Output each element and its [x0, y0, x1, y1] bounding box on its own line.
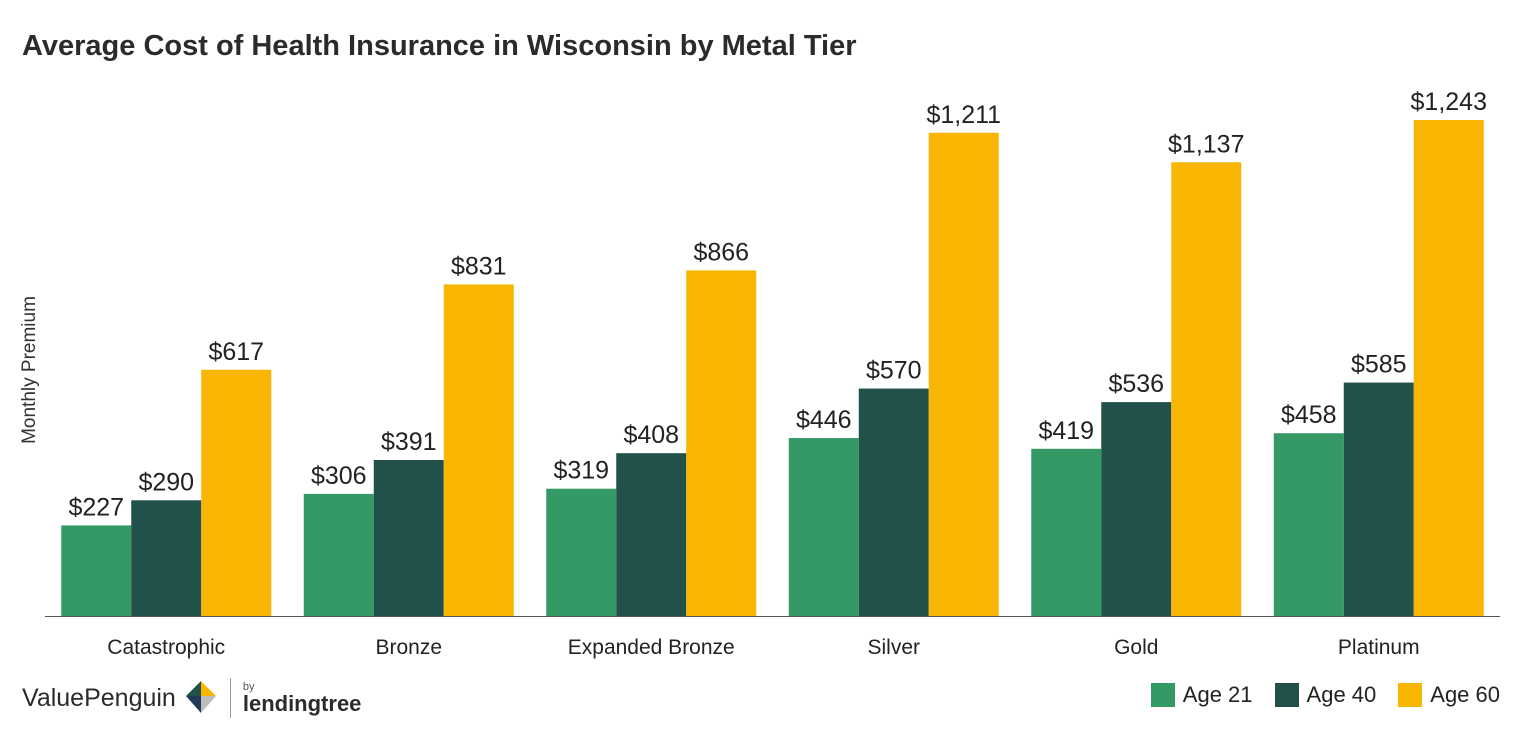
bar-platinum-age-40	[1343, 382, 1414, 616]
data-label-catastrophic-age-60: $617	[208, 338, 264, 366]
legend-item-age-21: Age 21	[1150, 682, 1253, 708]
lendingtree-by-text: by	[242, 680, 255, 693]
data-label-gold-age-40: $536	[1108, 370, 1164, 398]
bar-expanded-bronze-age-21	[546, 488, 617, 616]
x-tick-label-silver: Silver	[867, 636, 920, 659]
bar-silver-age-21	[788, 438, 859, 616]
data-label-expanded-bronze-age-60: $866	[693, 238, 749, 266]
legend-swatch-age-40	[1274, 683, 1299, 707]
x-tick-label-catastrophic: Catastrophic	[107, 636, 225, 659]
data-label-gold-age-60: $1,137	[1168, 130, 1244, 158]
data-label-silver-age-60: $1,211	[926, 101, 1001, 129]
data-label-silver-age-40: $570	[866, 357, 922, 385]
chart-title: Average Cost of Health Insurance in Wisc…	[22, 30, 857, 62]
data-label-platinum-age-40: $585	[1351, 351, 1407, 379]
legend-label-age-40: Age 40	[1306, 682, 1377, 707]
bar-bronze-age-21	[303, 493, 374, 616]
legend-label-age-21: Age 21	[1182, 682, 1253, 707]
brand-logo: ValuePenguin by lendingtree	[22, 678, 361, 718]
legend-label-age-60: Age 60	[1430, 682, 1500, 707]
data-label-expanded-bronze-age-21: $319	[553, 457, 609, 485]
data-label-bronze-age-40: $391	[381, 428, 437, 456]
bar-expanded-bronze-age-60	[686, 270, 757, 616]
data-label-silver-age-21: $446	[796, 406, 852, 434]
bar-expanded-bronze-age-40	[616, 453, 687, 616]
bar-gold-age-21	[1031, 448, 1102, 616]
legend-item-age-40: Age 40	[1274, 682, 1377, 708]
bar-catastrophic-age-60	[201, 369, 272, 616]
legend-swatch-age-21	[1150, 683, 1175, 707]
x-tick-label-expanded-bronze: Expanded Bronze	[568, 636, 735, 659]
bar-platinum-age-21	[1273, 433, 1344, 616]
lendingtree-logo: by lendingtree	[242, 680, 362, 716]
bar-silver-age-40	[858, 388, 929, 616]
data-label-platinum-age-60: $1,243	[1411, 88, 1487, 116]
logo-divider	[229, 678, 231, 718]
valuepenguin-wordmark: ValuePenguin	[22, 683, 176, 712]
bar-gold-age-40	[1101, 402, 1172, 616]
x-tick-label-bronze: Bronze	[375, 636, 442, 659]
data-label-platinum-age-21: $458	[1281, 401, 1337, 429]
bar-catastrophic-age-40	[131, 500, 202, 616]
bar-platinum-age-60	[1413, 120, 1484, 616]
data-label-catastrophic-age-21: $227	[68, 493, 124, 521]
valuepenguin-logo-icon	[185, 681, 216, 713]
bar-bronze-age-60	[443, 284, 514, 616]
data-label-catastrophic-age-40: $290	[138, 468, 194, 496]
data-label-bronze-age-21: $306	[311, 462, 367, 490]
x-tick-label-gold: Gold	[1114, 636, 1158, 659]
lendingtree-wordmark: lendingtree	[242, 690, 362, 716]
legend-swatch-age-60	[1398, 683, 1423, 707]
legend-item-age-60: Age 60	[1398, 682, 1500, 708]
chart-legend: Age 21 Age 40 Age 60	[1129, 682, 1500, 708]
bar-catastrophic-age-21	[61, 525, 132, 616]
data-label-bronze-age-60: $831	[451, 252, 507, 280]
data-label-expanded-bronze-age-40: $408	[623, 421, 679, 449]
bar-silver-age-60	[928, 132, 999, 616]
bar-bronze-age-40	[373, 459, 444, 616]
x-tick-label-platinum: Platinum	[1338, 636, 1420, 659]
bar-gold-age-60	[1171, 162, 1242, 616]
data-label-gold-age-21: $419	[1038, 417, 1094, 445]
